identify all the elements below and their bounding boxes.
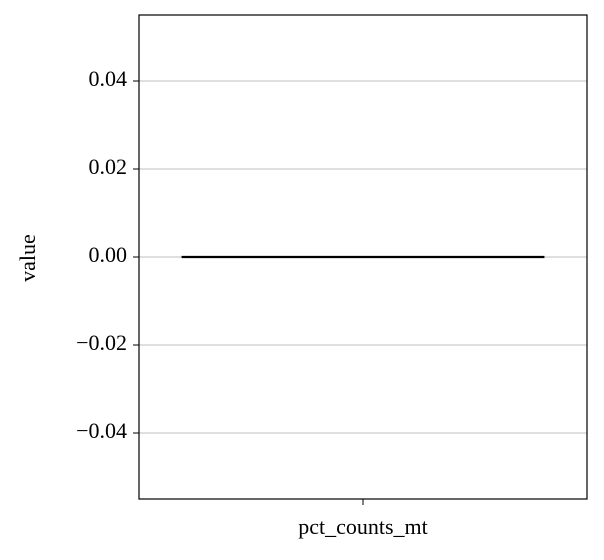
y-tick-label: 0.02 bbox=[89, 154, 128, 179]
y-axis-label: value bbox=[15, 234, 40, 282]
y-tick-label: −0.02 bbox=[76, 330, 127, 355]
x-tick-label: pct_counts_mt bbox=[298, 514, 428, 539]
y-tick-label: −0.04 bbox=[76, 418, 127, 443]
y-tick-label: 0.04 bbox=[89, 66, 128, 91]
y-tick-label: 0.00 bbox=[89, 242, 128, 267]
plot-frame bbox=[138, 14, 588, 500]
